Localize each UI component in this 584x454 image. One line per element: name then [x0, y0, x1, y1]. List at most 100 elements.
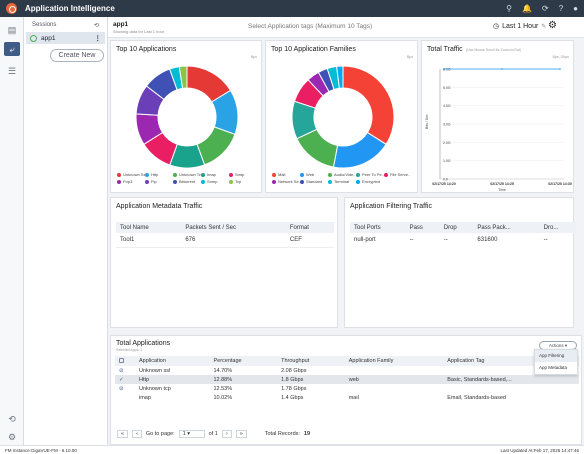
bell-icon[interactable]: 🔔 [522, 4, 532, 13]
refresh-icon[interactable]: ⟳ [542, 4, 549, 13]
data-point[interactable] [443, 68, 445, 70]
column-header[interactable]: Application Tag [447, 358, 485, 364]
legend-item[interactable]: Snmp [201, 179, 229, 184]
column-header[interactable]: Application [139, 358, 166, 364]
pie-slice[interactable] [178, 65, 188, 89]
legend-item[interactable]: Web [300, 172, 328, 177]
table-row[interactable]: Tool1 676 CEF [116, 233, 334, 247]
legend-item[interactable]: Encrypted [356, 179, 384, 184]
last-page-button[interactable]: » [235, 430, 247, 438]
total-apps-title: Total Applications [116, 340, 171, 347]
column-header[interactable]: Application Family [348, 358, 394, 364]
time-range-selector[interactable]: ◷ Last 1 Hour ✎ [493, 22, 547, 31]
table-cell [345, 384, 444, 393]
legend-label: Bittorrent [179, 179, 196, 184]
column-header[interactable]: Pass [409, 224, 423, 231]
create-new-button[interactable]: Create New [50, 49, 104, 62]
table-cell: 12.53% [213, 385, 233, 392]
search-icon[interactable]: ⚲ [506, 4, 513, 13]
table-row[interactable]: ⊘ Unknown tcp 12.53% 1.78 Gbps [115, 384, 579, 393]
legend-label: Http [151, 172, 159, 177]
legend-swatch [201, 179, 205, 184]
column-header[interactable]: Tool Name [120, 224, 149, 231]
column-header[interactable]: Packets Sent / Sec [185, 224, 237, 231]
legend-item[interactable]: Ftp [145, 179, 173, 184]
legend-item[interactable]: Http [145, 172, 173, 177]
column-header[interactable]: Dro... [543, 224, 559, 231]
data-point[interactable] [559, 68, 561, 70]
column-header[interactable]: Tool Ports [354, 224, 381, 231]
legend-item[interactable]: Unknown Ss.. [117, 172, 145, 177]
column-header[interactable]: Percentage [213, 358, 242, 364]
first-page-button[interactable]: « [117, 430, 129, 438]
row-checkbox[interactable]: ⊘ [119, 367, 124, 374]
data-point[interactable] [501, 68, 503, 70]
table-cell: -- [543, 237, 548, 243]
legend-swatch [356, 179, 360, 184]
column-header[interactable]: Drop [443, 224, 457, 231]
table-row[interactable]: imap 10.02% 1.4 Gbps mail Email, Standards-b… [115, 393, 579, 402]
row-checkbox[interactable]: ✓ [119, 376, 124, 383]
column-header[interactable]: Pass Pack... [477, 224, 511, 231]
session-item-label: app1 [41, 34, 56, 42]
user-icon[interactable]: ● [573, 4, 578, 13]
legend-swatch [300, 172, 304, 177]
settings-icon[interactable]: ⚙ [7, 431, 17, 442]
table-row[interactable]: ✓ Http 12.88% 1.8 Gbps web Basic, Standards-b… [115, 375, 579, 384]
gear-icon[interactable]: ⚙ [548, 20, 557, 31]
checkbox-icon [119, 357, 124, 363]
legend-item[interactable]: Peer To Pe.. [356, 172, 384, 177]
menu-item-app-filtering[interactable]: App Filtering [535, 350, 577, 362]
table-row[interactable]: null-port -- -- 631600 -- [350, 233, 576, 247]
legend-item[interactable]: Terminal [328, 179, 356, 184]
column-header[interactable]: Format [289, 224, 309, 231]
tag-select-input[interactable]: Select Application tags (Maximum 10 Tags… [248, 23, 373, 30]
legend-label: Unknown Ss.. [123, 172, 145, 177]
pie-slice[interactable] [336, 65, 344, 89]
legend-item[interactable]: Tcp [229, 179, 257, 184]
history-icon[interactable]: ⟲ [8, 413, 16, 424]
legend-item[interactable]: Network Se.. [272, 179, 300, 184]
page-select[interactable]: 1 ▾ [178, 430, 205, 438]
legend-item[interactable]: Imap [201, 172, 229, 177]
legend-item[interactable]: Pop3 [117, 179, 145, 184]
row-checkbox[interactable] [115, 393, 135, 402]
pager: « ‹ Go to page: 1 ▾ of 1 › » Total Recor… [117, 430, 310, 438]
next-page-button[interactable]: › [221, 430, 232, 438]
table-cell: Http [139, 376, 150, 383]
session-item[interactable]: app1 ⋮ [26, 32, 105, 44]
page-of-label: of 1 [208, 431, 218, 437]
menu-item-app-metadata[interactable]: App Metadata [539, 365, 568, 370]
legend-item[interactable]: Audio/Vide.. [328, 172, 356, 177]
pie-slice[interactable] [342, 65, 395, 146]
legend-item[interactable]: Mail [272, 172, 300, 177]
row-checkbox[interactable]: ⊘ [119, 385, 124, 392]
top-apps-donut [135, 65, 239, 169]
list-icon[interactable]: ☰ [7, 65, 17, 76]
edit-icon[interactable]: ✎ [541, 23, 547, 30]
kebab-menu-icon[interactable]: ⋮ [94, 35, 102, 42]
table-row[interactable]: ⊘ Unknown ssl 14.70% 2.08 Gbps [115, 366, 579, 375]
last-updated-label: Last Updated At:Feb 17, 2025 14:47:46 [500, 447, 579, 453]
column-header[interactable]: Throughput [281, 358, 310, 364]
legend-label: Mail [278, 172, 286, 177]
history-icon[interactable]: ⟲ [93, 23, 99, 29]
y-tick-label: 4.0G [443, 104, 451, 108]
legend-item[interactable]: File Serve.. [384, 172, 412, 177]
legend-swatch [145, 172, 149, 177]
legend-swatch [356, 172, 360, 177]
legend-item[interactable]: Standard [300, 179, 328, 184]
legend-item[interactable]: Unknown Tc.. [173, 172, 201, 177]
select-all-checkbox[interactable] [115, 356, 135, 366]
dashboard-icon[interactable]: ▤ [7, 24, 17, 35]
prev-page-button[interactable]: ‹ [132, 430, 142, 438]
table-cell: 676 [185, 236, 196, 243]
legend-item[interactable]: Bittorrent [173, 179, 201, 184]
table-cell: -- [443, 237, 448, 243]
help-icon[interactable]: ? [558, 4, 564, 13]
legend-label: Ftp [151, 179, 157, 184]
legend-label: Unknown Tc.. [179, 172, 201, 177]
share-nodes-icon[interactable]: ⤶ [4, 42, 20, 56]
legend-swatch [328, 179, 332, 184]
legend-item[interactable]: Smtp [229, 172, 257, 177]
